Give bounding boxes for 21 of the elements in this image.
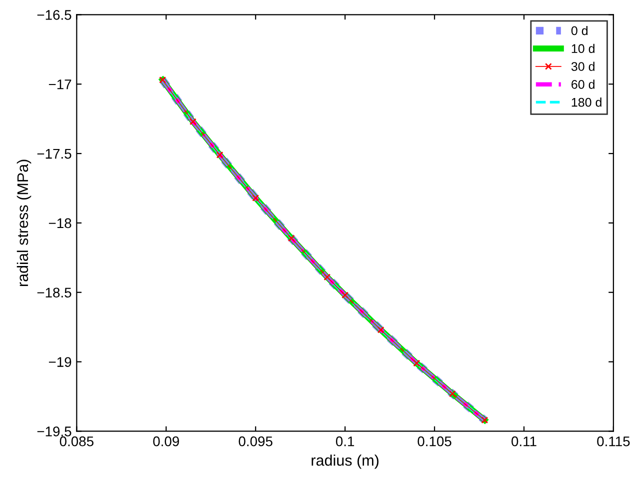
y-tick-label: −18 bbox=[48, 218, 72, 228]
y-tick-label: −18.5 bbox=[37, 288, 72, 298]
legend-label: 10 d bbox=[572, 44, 594, 54]
x-tick-label: 0.115 bbox=[597, 436, 630, 446]
y-axis-title: radial stress (MPa) bbox=[16, 160, 32, 286]
x-axis-title: radius (m) bbox=[312, 454, 378, 469]
y-tick-label: −16.5 bbox=[37, 10, 72, 20]
y-tick-label: −19.5 bbox=[37, 426, 72, 436]
x-tick-label: 0.085 bbox=[60, 436, 94, 446]
x-tick-label: 0.09 bbox=[153, 436, 179, 446]
y-tick-label: −19 bbox=[48, 357, 72, 367]
y-tick-label: −17 bbox=[48, 80, 72, 90]
x-tick-label: 0.105 bbox=[418, 436, 452, 446]
legend-label: 0 d bbox=[571, 26, 588, 36]
legend-label: 180 d bbox=[572, 98, 602, 107]
x-tick-label: 0.095 bbox=[238, 436, 272, 446]
x-tick-label: 0.1 bbox=[336, 436, 354, 446]
x-tick-label: 0.11 bbox=[512, 436, 536, 446]
legend-label: 30 d bbox=[571, 62, 594, 71]
legend-label: 60 d bbox=[572, 80, 594, 89]
y-tick-label: −17.5 bbox=[37, 149, 72, 159]
